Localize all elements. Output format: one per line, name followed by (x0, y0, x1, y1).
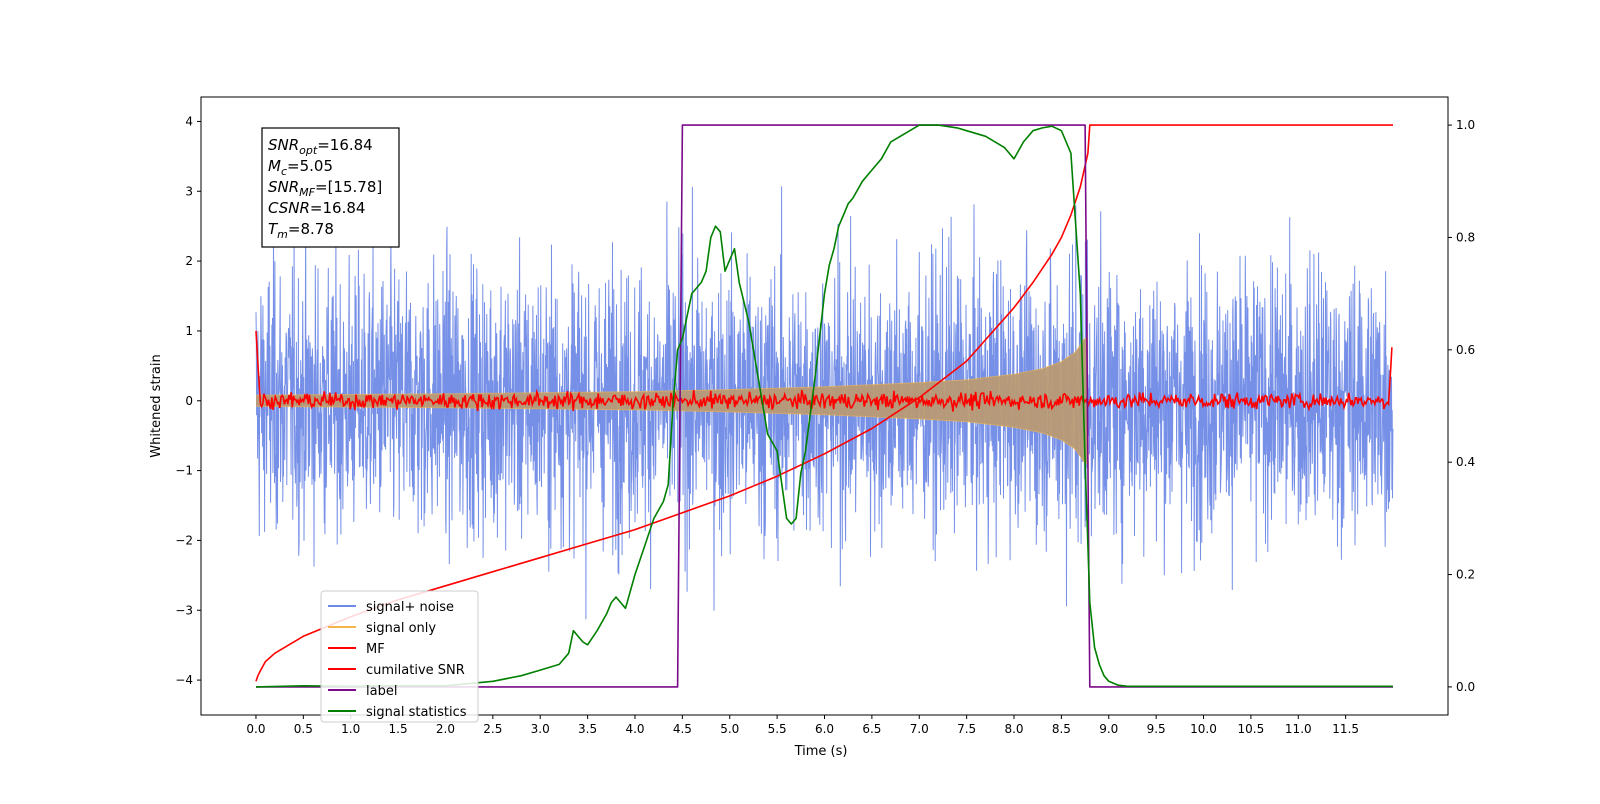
legend-label: signal only (366, 621, 436, 636)
y-tick-label: −2 (175, 533, 193, 547)
series-cumilative-snr-line (255, 124, 1393, 682)
annotation-line: CSNR=16.84 (268, 199, 365, 217)
legend-label: cumilative SNR (366, 663, 465, 678)
annotation-line: Tm=8.78 (268, 220, 334, 241)
x-axis-label: Time (s) (794, 744, 848, 759)
y-tick-label: 3 (185, 184, 193, 198)
right-y-tick-label: 1.0 (1456, 118, 1475, 132)
annotation-line: SNRMF=[15.78] (268, 178, 382, 199)
x-tick-label: 8.5 (1052, 722, 1071, 736)
x-tick-label: 3.0 (531, 722, 550, 736)
legend-label: signal+ noise (366, 600, 454, 615)
annotation-frame (261, 127, 400, 248)
x-tick-label: 3.5 (578, 722, 597, 736)
legend-label: signal statistics (366, 705, 467, 720)
x-tick-label: 9.5 (1147, 722, 1166, 736)
x-tick-label: 11.5 (1332, 722, 1359, 736)
x-tick-label: 1.5 (389, 722, 408, 736)
x-tick-label: 0.0 (246, 722, 265, 736)
x-tick-label: 7.5 (957, 722, 976, 736)
series-layer (255, 124, 1394, 688)
y-tick-label: −4 (175, 673, 193, 687)
x-axis-ticks: 0.0 0.5 1.0 1.5 2.0 2.5 3.0 3.5 4.0 4.5 5.0 5.5 6.0 6… (246, 715, 1359, 736)
right-y-tick-label: 0.4 (1456, 455, 1475, 469)
x-tick-label: 6.0 (815, 722, 834, 736)
y-tick-label: −3 (175, 603, 193, 617)
y-tick-label: 1 (185, 324, 193, 338)
y-tick-label: 2 (185, 254, 193, 268)
x-tick-label: 1.0 (341, 722, 360, 736)
x-tick-label: 2.0 (436, 722, 455, 736)
annotation-box: SNRopt=16.84Mc=5.05SNRMF=[15.78]CSNR=16.… (261, 127, 400, 248)
x-tick-label: 9.0 (1099, 722, 1118, 736)
right-y-tick-label: 0.0 (1456, 680, 1475, 694)
x-tick-label: 10.5 (1238, 722, 1265, 736)
legend: signal+ noise signal only MF cumilative SNR… (320, 590, 479, 723)
x-tick-label: 2.5 (483, 722, 502, 736)
x-tick-label: 11.0 (1285, 722, 1312, 736)
x-tick-label: 4.5 (673, 722, 692, 736)
x-tick-label: 5.0 (720, 722, 739, 736)
x-tick-label: 4.0 (625, 722, 644, 736)
x-tick-label: 6.5 (862, 722, 881, 736)
x-tick-label: 7.0 (910, 722, 929, 736)
annotation-line: SNRopt=16.84 (268, 136, 373, 157)
series-signal-noise-line (255, 186, 1394, 620)
legend-label: MF (366, 642, 385, 657)
y-tick-label: −1 (175, 464, 193, 478)
right-y-tick-label: 0.6 (1456, 343, 1475, 357)
y-tick-label: 4 (185, 114, 193, 128)
y-axis-label: Whitened strain (149, 354, 164, 457)
x-tick-label: 0.5 (294, 722, 313, 736)
series-signal-statistics-line (255, 124, 1393, 688)
x-tick-label: 8.0 (1004, 722, 1023, 736)
legend-frame (320, 590, 479, 723)
legend-label: label (366, 684, 397, 699)
x-tick-label: 5.5 (768, 722, 787, 736)
x-tick-label: 10.0 (1190, 722, 1217, 736)
annotation-line: Mc=5.05 (268, 157, 333, 178)
series-mf-line (255, 330, 1393, 412)
y-axis-ticks: 4 3 2 1 0 −1 −2 −3 −4 (175, 114, 201, 687)
right-y-tick-label: 0.2 (1456, 568, 1475, 582)
right-y-axis-ticks: 1.0 0.8 0.6 0.4 0.2 0.0 (1448, 118, 1475, 694)
right-y-tick-label: 0.8 (1456, 230, 1475, 244)
y-tick-label: 0 (185, 394, 193, 408)
